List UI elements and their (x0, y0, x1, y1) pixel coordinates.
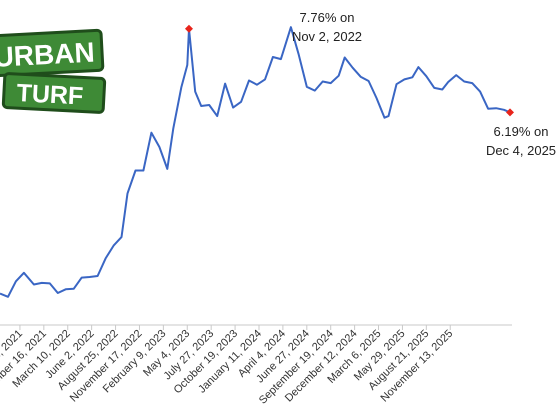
peak-rate-label: 7.76% on (299, 10, 355, 25)
urbanturf-logo: URBAN TURF (0, 28, 107, 114)
logo-sign-top (0, 28, 105, 78)
logo-text-turf: TURF (16, 79, 84, 110)
latest-annotation: 6.19% on Dec 4, 2025 (482, 122, 560, 160)
peak-date-label: Nov 2, 2022 (291, 29, 363, 44)
logo-sign-bottom (1, 72, 107, 114)
mortgage-rate-series-line (0, 26, 511, 298)
logo-text-urban: URBAN (0, 37, 95, 73)
x-axis-ticks (19, 325, 451, 330)
peak-annotation: 7.76% on Nov 2, 2022 (288, 8, 366, 46)
latest-date-label: Dec 4, 2025 (485, 143, 557, 158)
latest-marker (506, 108, 515, 117)
highlight-markers (184, 24, 515, 117)
peak-marker (184, 24, 193, 33)
latest-rate-label: 6.19% on (493, 124, 549, 139)
